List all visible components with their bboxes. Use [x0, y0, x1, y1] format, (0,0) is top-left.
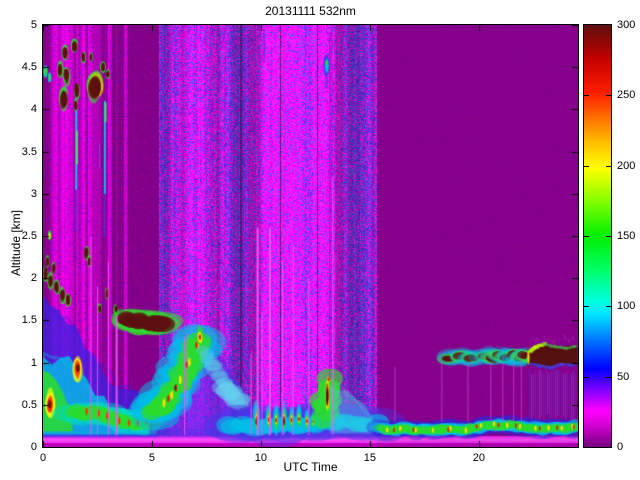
y-axis-label: Altitude [km]	[9, 209, 23, 277]
y-tick-label: 4.5	[21, 61, 37, 74]
x-axis-label: UTC Time	[283, 460, 338, 474]
colorbar-tick	[584, 306, 589, 307]
x-tick-label: 15	[363, 452, 376, 464]
colorbar-tick	[606, 377, 611, 378]
y-tick-label: 0	[30, 441, 37, 453]
colorbar-tick	[584, 166, 589, 167]
colorbar-tick-label: 300	[617, 19, 636, 31]
colorbar-tick-label: 100	[617, 300, 636, 313]
colorbar-tick	[606, 306, 611, 307]
plot-title: 20131111 532nm	[265, 4, 356, 18]
y-tick-label: 2.5	[21, 230, 37, 242]
colorbar-tick	[606, 95, 611, 96]
colorbar-tick-label: 150	[617, 230, 636, 242]
y-tick-label: 4	[30, 103, 37, 116]
y-tick-label: 3	[30, 187, 37, 200]
colorbar-tick-label: 250	[617, 89, 636, 102]
colorbar-tick	[606, 236, 611, 237]
colorbar-tick-label: 200	[617, 159, 636, 172]
heatmap-canvas	[42, 24, 579, 448]
colorbar-tick	[584, 236, 589, 237]
x-tick-label: 0	[39, 452, 47, 464]
y-tick-label: 1	[30, 356, 37, 369]
y-tick-label: 1.5	[21, 314, 37, 327]
colorbar-tick	[584, 95, 589, 96]
y-tick-label: 0.5	[21, 398, 37, 411]
colorbar-tick-label: 50	[617, 370, 630, 383]
colorbar-tick	[584, 377, 589, 378]
x-tick-label: 10	[254, 452, 268, 464]
x-tick-label: 20	[472, 452, 485, 464]
y-tick-label: 3.5	[21, 145, 37, 158]
y-tick-label: 5	[30, 19, 37, 31]
colorbar-tick-label: 0	[617, 441, 624, 453]
colorbar-tick	[606, 166, 611, 167]
x-tick-label: 5	[148, 452, 156, 464]
y-tick-label: 2	[30, 272, 37, 285]
